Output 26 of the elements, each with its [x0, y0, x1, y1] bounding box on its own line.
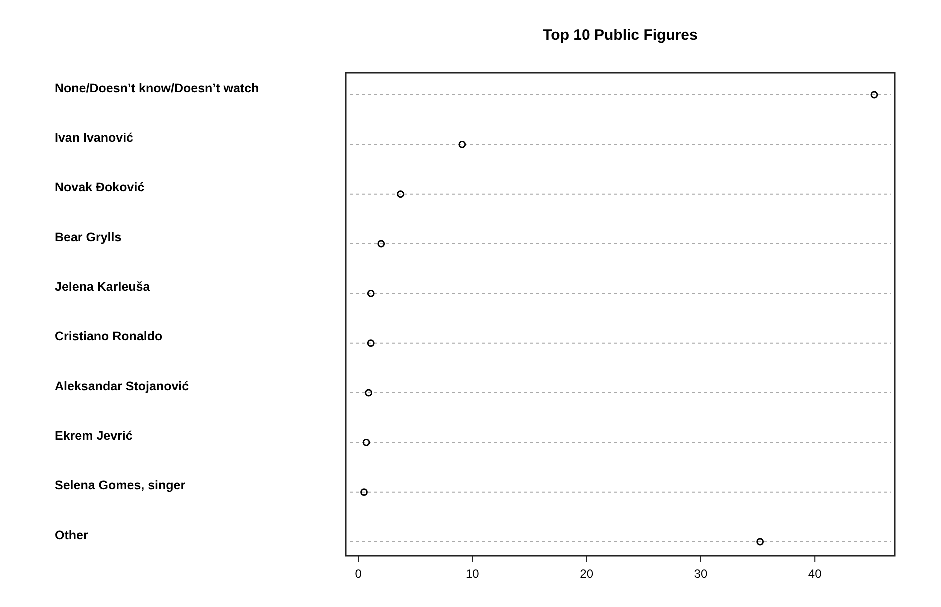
y-tick-label: None/Doesn’t know/Doesn’t watch: [55, 81, 260, 96]
point: [360, 488, 368, 496]
y-tick-label: Cristiano Ronaldo: [55, 330, 164, 344]
x-tick-label: 10: [466, 567, 480, 581]
x-tick-label: 20: [580, 567, 594, 581]
point: [397, 190, 404, 198]
y-tick-label: Aleksandar Stojanović: [55, 379, 190, 394]
x-tick-label: 30: [694, 567, 708, 581]
y-tick-label: Jelena Karleuša: [55, 280, 152, 294]
chart-title: Top 10 Public Figures: [543, 27, 698, 44]
point: [365, 389, 373, 397]
point: [367, 340, 375, 348]
point: [378, 240, 386, 248]
x-tick-label: 40: [808, 567, 822, 581]
x-tick-label: 0: [355, 567, 362, 581]
point: [362, 438, 370, 446]
point: [458, 140, 466, 148]
y-tick-label: Other: [55, 528, 88, 542]
point: [367, 290, 375, 298]
y-tick-label: Selena Gomes, singer: [55, 478, 186, 493]
y-tick-label: Novak Đoković: [55, 180, 145, 195]
point: [756, 538, 764, 546]
y-tick-label: Ekrem Jevrić: [55, 428, 133, 443]
y-tick-label: Bear Grylls: [55, 230, 122, 244]
y-tick-label: Ivan Ivanović: [55, 130, 134, 145]
point: [870, 91, 878, 99]
